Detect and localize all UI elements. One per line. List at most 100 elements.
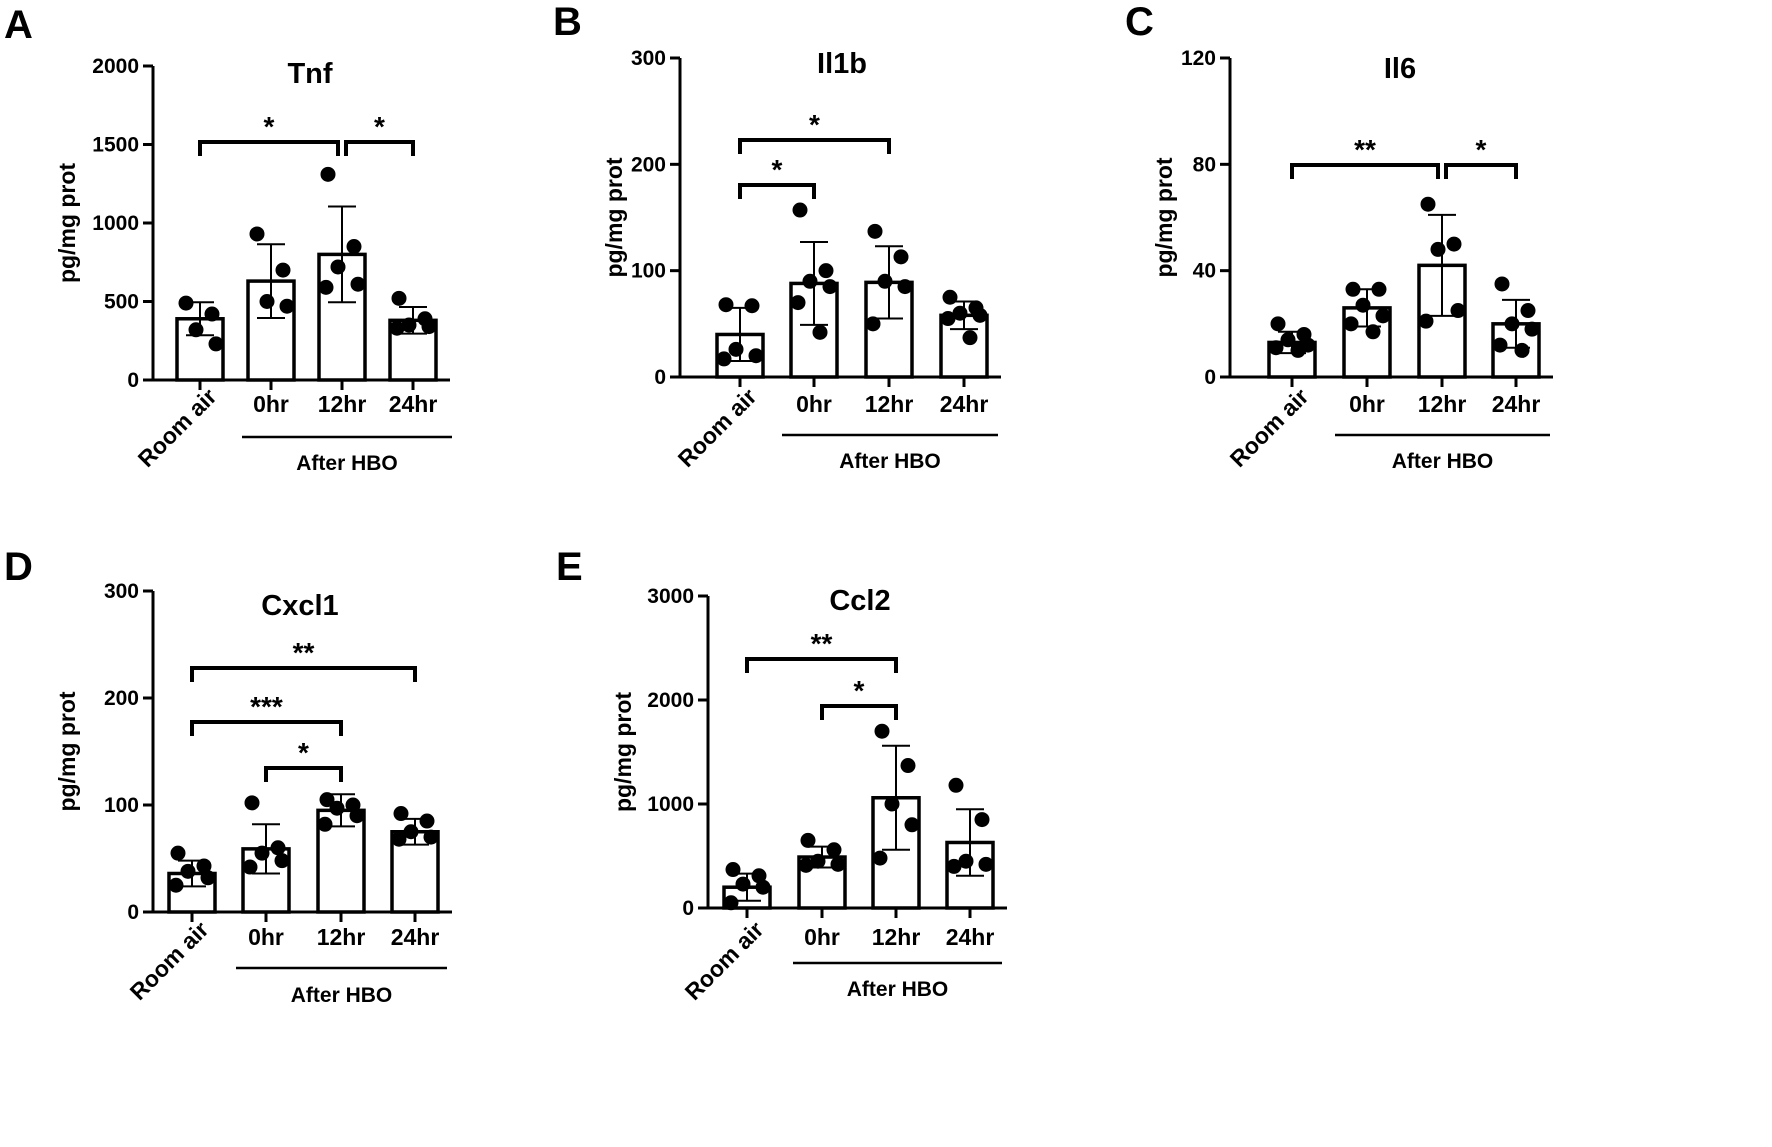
data-point: [874, 723, 890, 739]
panel-letter: C: [1125, 0, 1154, 44]
significance-bracket: [738, 183, 816, 199]
chart-panel-e: Ccl2 0 1000 2000 3000 pg/mg prot Room air 0hr 12…: [610, 585, 1007, 1005]
data-point: [270, 840, 286, 856]
y-tick-label: 2000: [647, 689, 694, 712]
data-point: [423, 829, 439, 845]
significance-bracket: [738, 138, 891, 154]
x-category-label: 0hr: [253, 391, 289, 417]
significance-label: *: [298, 737, 309, 768]
data-point: [391, 831, 407, 847]
data-point: [317, 816, 333, 832]
y-axis-label: pg/mg prot: [610, 692, 636, 812]
chart-title: Tnf: [287, 58, 332, 90]
x-category-label: Room air: [133, 383, 222, 472]
y-tick-label: 2000: [92, 55, 139, 78]
y-axis-label: pg/mg prot: [601, 157, 627, 277]
data-point: [718, 297, 734, 313]
data-point: [1418, 313, 1434, 329]
data-point: [948, 777, 964, 793]
x-category-label: Room air: [673, 383, 762, 472]
y-tick-label: 200: [631, 153, 666, 176]
y-tick-label: 100: [104, 794, 139, 817]
x-category-label: 24hr: [1492, 391, 1541, 417]
x-category-label: 12hr: [1418, 391, 1467, 417]
data-point: [1270, 316, 1286, 332]
data-point: [748, 348, 764, 364]
x-category-label: 24hr: [389, 391, 438, 417]
data-point: [188, 322, 204, 338]
data-point: [716, 351, 732, 367]
data-point: [798, 857, 814, 873]
y-axis-label: pg/mg prot: [54, 691, 80, 811]
data-point: [1504, 316, 1520, 332]
chart-panel-c: Il6 0 40 80 120 pg/mg prot Room air 0hr 12hr 24hr…: [1151, 47, 1553, 473]
data-point: [1371, 281, 1387, 297]
panel-letter: E: [556, 545, 583, 589]
significance-label: *: [264, 111, 275, 142]
x-category-label: 0hr: [804, 924, 840, 950]
data-point: [208, 336, 224, 352]
data-point: [958, 853, 974, 869]
data-point: [329, 800, 345, 816]
data-point: [812, 324, 828, 340]
panel-letter: D: [4, 545, 33, 589]
x-category-label: 12hr: [865, 391, 914, 417]
panel-letter: A: [4, 3, 33, 47]
data-point: [1520, 303, 1536, 319]
data-point: [391, 290, 407, 306]
significance-bracket: [1290, 163, 1440, 179]
data-point: [275, 262, 291, 278]
data-point: [279, 298, 295, 314]
data-point: [1375, 308, 1391, 324]
data-point: [830, 856, 846, 872]
significance-bracket: [190, 666, 417, 682]
y-tick-label: 100: [631, 260, 666, 283]
significance-bracket: [198, 140, 340, 156]
data-point: [884, 796, 900, 812]
y-tick-label: 3000: [647, 585, 694, 608]
y-tick-label: 120: [1181, 47, 1216, 70]
significance-label: **: [811, 628, 833, 659]
group-label: After HBO: [839, 450, 941, 473]
data-point: [865, 316, 881, 332]
data-point: [942, 289, 958, 305]
data-point: [735, 876, 751, 892]
x-category-label: 24hr: [940, 391, 989, 417]
y-axis-label: pg/mg prot: [1151, 157, 1177, 277]
data-point: [196, 858, 212, 874]
data-point: [790, 295, 806, 311]
significance-label: *: [374, 111, 385, 142]
y-tick-label: 0: [1204, 366, 1216, 389]
data-point: [1355, 297, 1371, 313]
y-tick-label: 300: [631, 47, 666, 70]
data-point: [826, 842, 842, 858]
data-point: [403, 824, 419, 840]
data-point: [952, 305, 968, 321]
data-point: [249, 226, 265, 242]
data-point: [1524, 321, 1540, 337]
y-tick-label: 0: [127, 901, 139, 924]
y-tick-label: 40: [1193, 260, 1216, 283]
y-tick-label: 1000: [647, 793, 694, 816]
chart-title: Cxcl1: [261, 590, 338, 622]
x-category-label: Room air: [125, 916, 214, 1005]
data-point: [867, 223, 883, 239]
y-tick-label: 1000: [92, 212, 139, 235]
significance-bracket: [745, 657, 898, 673]
significance-label: ***: [250, 691, 283, 722]
data-point: [900, 758, 916, 774]
data-point: [389, 320, 405, 336]
data-point: [401, 317, 417, 333]
significance-label: *: [1476, 134, 1487, 165]
data-point: [946, 858, 962, 874]
significance-bracket: [1444, 163, 1518, 179]
data-point: [350, 276, 366, 292]
data-point: [1345, 281, 1361, 297]
data-point: [744, 298, 760, 314]
data-point: [1492, 337, 1508, 353]
data-point: [421, 319, 437, 335]
data-point: [1268, 340, 1284, 356]
data-point: [244, 795, 260, 811]
data-point: [330, 259, 346, 275]
